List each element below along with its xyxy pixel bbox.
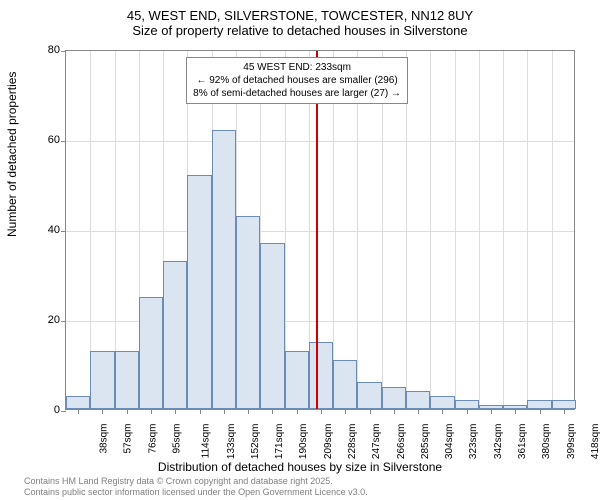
ytick-mark bbox=[61, 411, 66, 412]
xtick-mark bbox=[540, 409, 541, 414]
chart-title-line2: Size of property relative to detached ho… bbox=[0, 23, 600, 38]
xtick-mark bbox=[102, 409, 103, 414]
gridline-vertical bbox=[357, 51, 358, 409]
xtick-mark bbox=[78, 409, 79, 414]
xtick-mark bbox=[564, 409, 565, 414]
histogram-bar bbox=[430, 396, 454, 410]
xtick-mark bbox=[151, 409, 152, 414]
histogram-bar bbox=[357, 382, 381, 409]
xtick-mark bbox=[175, 409, 176, 414]
histogram-bar bbox=[115, 351, 139, 410]
histogram-bar bbox=[260, 243, 284, 410]
gridline-vertical bbox=[382, 51, 383, 409]
xtick-label: 190sqm bbox=[299, 424, 310, 460]
xtick-label: 133sqm bbox=[226, 424, 237, 460]
xtick-label: 342sqm bbox=[493, 424, 504, 460]
xtick-mark bbox=[370, 409, 371, 414]
annotation-line3: 8% of semi-detached houses are larger (2… bbox=[193, 87, 401, 100]
histogram-bar bbox=[552, 400, 576, 409]
histogram-bar bbox=[285, 351, 309, 410]
xtick-label: 266sqm bbox=[396, 424, 407, 460]
xtick-label: 38sqm bbox=[99, 424, 110, 454]
gridline-vertical bbox=[455, 51, 456, 409]
xtick-mark bbox=[491, 409, 492, 414]
xtick-mark bbox=[515, 409, 516, 414]
annotation-line1: 45 WEST END: 233sqm bbox=[193, 61, 401, 74]
ytick-mark bbox=[61, 231, 66, 232]
gridline-horizontal bbox=[66, 141, 574, 142]
gridline-vertical bbox=[527, 51, 528, 409]
ytick-mark bbox=[61, 321, 66, 322]
xtick-label: 380sqm bbox=[541, 424, 552, 460]
gridline-vertical bbox=[503, 51, 504, 409]
histogram-bar bbox=[527, 400, 551, 409]
xtick-mark bbox=[345, 409, 346, 414]
reference-line bbox=[316, 51, 318, 409]
ytick-mark bbox=[61, 141, 66, 142]
xtick-label: 114sqm bbox=[201, 424, 212, 459]
xtick-mark bbox=[224, 409, 225, 414]
xtick-label: 209sqm bbox=[323, 424, 334, 460]
annotation-box: 45 WEST END: 233sqm ← 92% of detached ho… bbox=[186, 57, 408, 104]
xtick-mark bbox=[394, 409, 395, 414]
gridline-vertical bbox=[333, 51, 334, 409]
xtick-mark bbox=[200, 409, 201, 414]
xtick-label: 285sqm bbox=[420, 424, 431, 460]
x-axis-label: Distribution of detached houses by size … bbox=[0, 460, 600, 474]
histogram-bar bbox=[163, 261, 187, 410]
histogram-bar bbox=[236, 216, 260, 410]
xtick-mark bbox=[272, 409, 273, 414]
xtick-mark bbox=[442, 409, 443, 414]
xtick-mark bbox=[248, 409, 249, 414]
xtick-label: 57sqm bbox=[123, 424, 134, 454]
xtick-label: 95sqm bbox=[172, 424, 183, 454]
xtick-label: 399sqm bbox=[566, 424, 577, 460]
histogram-bar bbox=[90, 351, 114, 410]
chart-container: 45, WEST END, SILVERSTONE, TOWCESTER, NN… bbox=[0, 0, 600, 500]
xtick-mark bbox=[297, 409, 298, 414]
xtick-label: 76sqm bbox=[147, 424, 158, 454]
ytick-label: 20 bbox=[30, 314, 60, 326]
histogram-bar bbox=[66, 396, 90, 410]
xtick-label: 228sqm bbox=[347, 424, 358, 460]
histogram-bar bbox=[455, 400, 479, 409]
histogram-bar bbox=[333, 360, 357, 410]
ytick-label: 0 bbox=[30, 404, 60, 416]
annotation-line2: ← 92% of detached houses are smaller (29… bbox=[193, 74, 401, 87]
ytick-label: 40 bbox=[30, 224, 60, 236]
gridline-vertical bbox=[552, 51, 553, 409]
histogram-bar bbox=[139, 297, 163, 410]
gridline-vertical bbox=[479, 51, 480, 409]
xtick-mark bbox=[127, 409, 128, 414]
histogram-bar bbox=[406, 391, 430, 409]
plot-area: 45 WEST END: 233sqm ← 92% of detached ho… bbox=[65, 50, 575, 410]
footer-line2: Contains public sector information licen… bbox=[24, 487, 368, 498]
footer-attribution: Contains HM Land Registry data © Crown c… bbox=[24, 476, 368, 498]
xtick-mark bbox=[321, 409, 322, 414]
chart-title-line1: 45, WEST END, SILVERSTONE, TOWCESTER, NN… bbox=[0, 0, 600, 23]
xtick-label: 152sqm bbox=[250, 424, 261, 460]
gridline-vertical bbox=[430, 51, 431, 409]
xtick-mark bbox=[467, 409, 468, 414]
xtick-mark bbox=[418, 409, 419, 414]
xtick-label: 361sqm bbox=[517, 424, 528, 460]
histogram-bar bbox=[382, 387, 406, 410]
histogram-bar bbox=[187, 175, 211, 409]
xtick-label: 323sqm bbox=[469, 424, 480, 460]
ytick-mark bbox=[61, 51, 66, 52]
histogram-bar bbox=[309, 342, 333, 410]
ytick-label: 80 bbox=[30, 44, 60, 56]
histogram-bar bbox=[212, 130, 236, 409]
xtick-label: 247sqm bbox=[371, 424, 382, 460]
y-axis-label: Number of detached properties bbox=[5, 72, 19, 237]
gridline-horizontal bbox=[66, 231, 574, 232]
gridline-vertical bbox=[406, 51, 407, 409]
xtick-label: 304sqm bbox=[444, 424, 455, 460]
xtick-label: 171sqm bbox=[274, 424, 285, 460]
footer-line1: Contains HM Land Registry data © Crown c… bbox=[24, 476, 368, 487]
ytick-label: 60 bbox=[30, 134, 60, 146]
xtick-label: 418sqm bbox=[590, 424, 600, 460]
